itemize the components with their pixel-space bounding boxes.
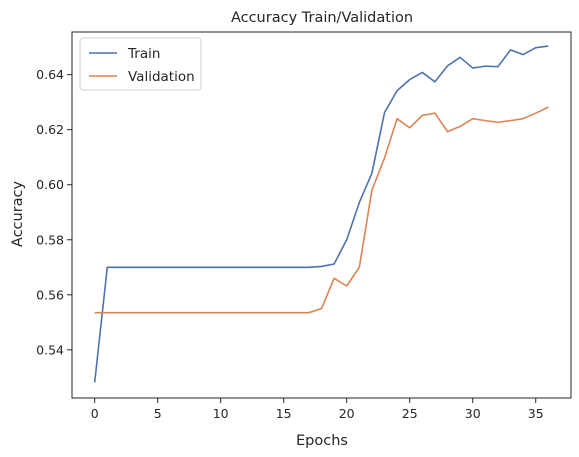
y-tick-label: 0.60 bbox=[36, 177, 64, 192]
x-tick-label: 30 bbox=[465, 406, 481, 421]
y-tick-label: 0.54 bbox=[36, 342, 64, 357]
series-line-validation bbox=[94, 106, 549, 314]
x-tick-label: 5 bbox=[154, 406, 162, 421]
x-tick-label: 20 bbox=[339, 406, 355, 421]
series-line-train bbox=[93, 45, 549, 383]
x-tick-label: 25 bbox=[402, 406, 418, 421]
legend-label-train: Train bbox=[127, 46, 160, 62]
x-axis-label: Epochs bbox=[296, 433, 348, 449]
x-tick-label: 10 bbox=[213, 406, 229, 421]
legend-label-validation: Validation bbox=[128, 69, 195, 85]
y-tick-label: 0.58 bbox=[36, 232, 64, 247]
y-tick-label: 0.62 bbox=[36, 122, 64, 137]
legend-box bbox=[79, 37, 202, 91]
x-tick-label: 15 bbox=[276, 406, 292, 421]
y-tick-label: 0.64 bbox=[36, 67, 64, 82]
y-tick-label: 0.56 bbox=[36, 287, 64, 302]
chart-title: Accuracy Train/Validation bbox=[231, 10, 413, 26]
plot-frame bbox=[71, 31, 572, 399]
x-tick-label: 35 bbox=[528, 406, 544, 421]
y-axis-label: Accuracy bbox=[10, 180, 26, 247]
x-tick-label: 0 bbox=[91, 406, 99, 421]
plot-area: 0 5 10 15 20 25 30 35 0.54 0.56 0.58 0.60 0.62 0.64 Tr… bbox=[36, 31, 572, 421]
